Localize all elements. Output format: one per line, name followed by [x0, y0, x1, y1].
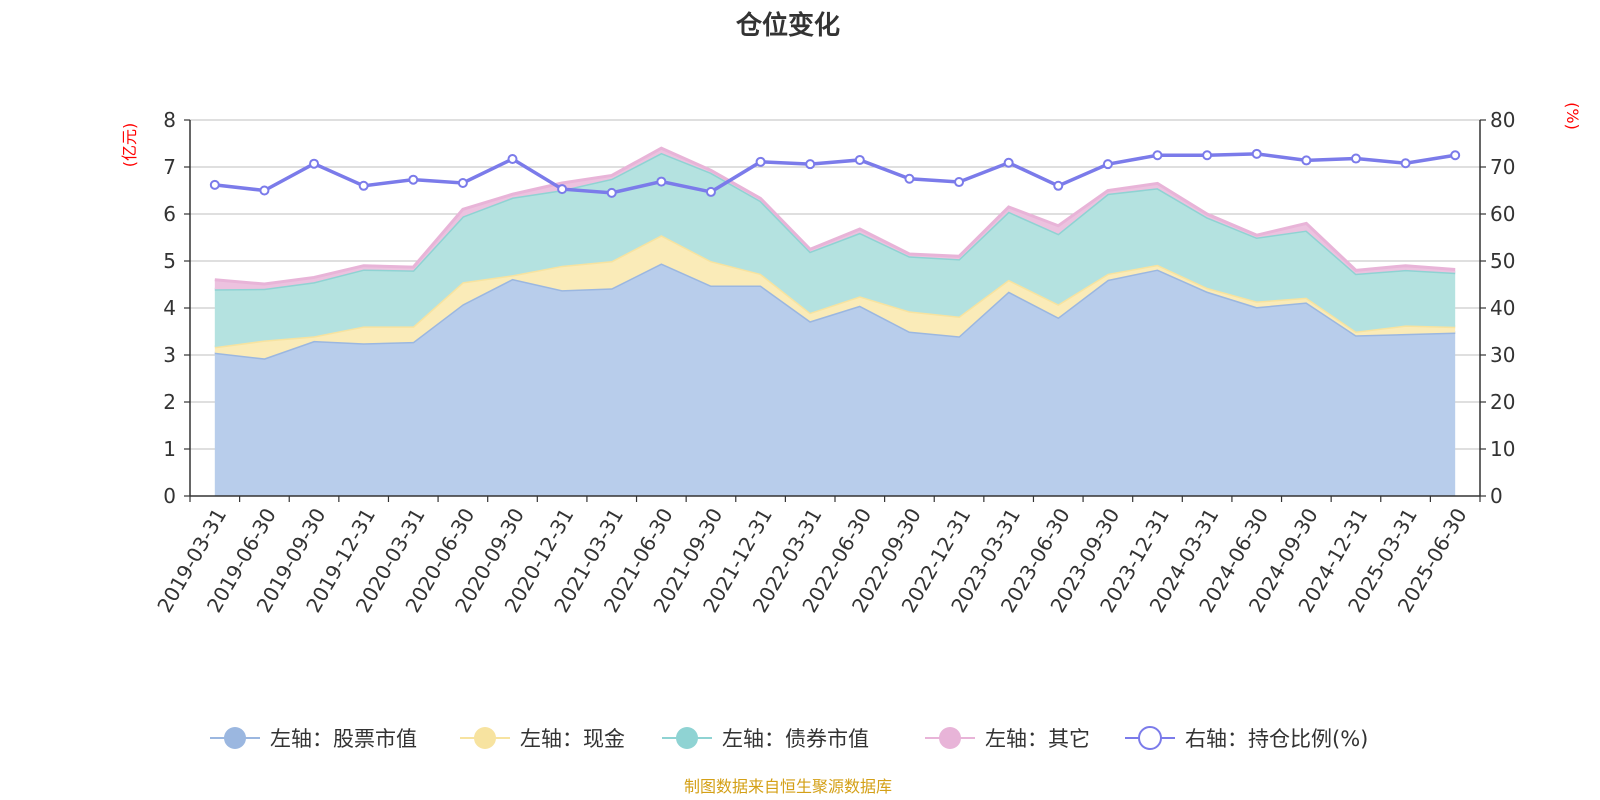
right-tick-label: 20 [1490, 390, 1515, 414]
ratio-point [1053, 180, 1064, 191]
ratio-point [1251, 148, 1262, 159]
ratio-point [457, 177, 468, 188]
ratio-point [854, 154, 865, 165]
ratio-point [1350, 153, 1361, 164]
right-tick-label: 10 [1490, 437, 1515, 461]
ratio-point [259, 185, 270, 196]
legend-item: 右轴：持仓比例(%) [1125, 726, 1368, 751]
legend-item: 左轴：股票市值 [210, 727, 417, 751]
legend-label: 左轴：现金 [520, 727, 625, 751]
legend-label: 左轴：其它 [985, 727, 1090, 751]
ratio-point [557, 184, 568, 195]
data-source-note: 制图数据来自恒生聚源数据库 [684, 777, 892, 796]
legend-label: 左轴：债券市值 [722, 727, 869, 751]
left-tick-label: 1 [163, 437, 176, 461]
ratio-point [408, 174, 419, 185]
ratio-point [656, 176, 667, 187]
left-tick-label: 2 [163, 390, 176, 414]
ratio-point [805, 159, 816, 170]
ratio-point [755, 156, 766, 167]
ratio-line [209, 148, 1461, 198]
legend-marker [224, 727, 246, 749]
ratio-point [507, 154, 518, 165]
ratio-point [1152, 150, 1163, 161]
right-axis-unit: (%) [1563, 102, 1582, 130]
left-tick-label: 0 [163, 484, 176, 508]
ratio-point [705, 186, 716, 197]
legend-label: 右轴：持仓比例(%) [1185, 727, 1368, 751]
area-series [214, 148, 1456, 290]
legend-marker [676, 727, 698, 749]
left-tick-label: 6 [163, 202, 176, 226]
chart-title: 仓位变化 [735, 10, 840, 41]
ratio-point [1003, 157, 1014, 168]
legend-marker [939, 727, 961, 749]
legend-item: 左轴：债券市值 [662, 727, 869, 751]
right-tick-label: 80 [1490, 108, 1515, 132]
ratio-point [1202, 150, 1213, 161]
left-tick-label: 3 [163, 343, 176, 367]
left-tick-label: 5 [163, 249, 176, 273]
ratio-point [209, 179, 220, 190]
legend-marker [1138, 726, 1162, 750]
left-tick-label: 4 [163, 296, 176, 320]
ratio-point [606, 187, 617, 198]
right-tick-label: 40 [1490, 296, 1515, 320]
legend-item: 左轴：现金 [460, 727, 625, 751]
legend-item: 左轴：其它 [925, 727, 1090, 751]
area-series-edge [214, 146, 1456, 286]
ratio-point [954, 177, 965, 188]
right-tick-label: 30 [1490, 343, 1515, 367]
stacked-areas [214, 146, 1456, 496]
area-series [214, 263, 1456, 496]
ratio-point [1301, 155, 1312, 166]
legend: 左轴：股票市值 左轴：现金 左轴：债券市值 左轴：其它 右轴：持仓比例(%) [210, 726, 1368, 751]
left-axis-unit: (亿元) [120, 123, 139, 168]
right-tick-label: 60 [1490, 202, 1515, 226]
left-tick-label: 8 [163, 108, 176, 132]
ratio-point [1102, 159, 1113, 170]
legend-label: 左轴：股票市值 [270, 727, 417, 751]
left-tick-label: 7 [163, 155, 176, 179]
right-tick-label: 70 [1490, 155, 1515, 179]
area-series [214, 235, 1456, 359]
ratio-line-path [214, 152, 1456, 195]
ratio-point [309, 158, 320, 169]
right-tick-label: 50 [1490, 249, 1515, 273]
ratio-point [904, 173, 915, 184]
area-series [214, 152, 1456, 348]
legend-marker [474, 727, 496, 749]
ratio-point [1400, 158, 1411, 169]
right-tick-label: 0 [1490, 484, 1503, 508]
ratio-point [1450, 150, 1461, 161]
ratio-point [358, 180, 369, 191]
